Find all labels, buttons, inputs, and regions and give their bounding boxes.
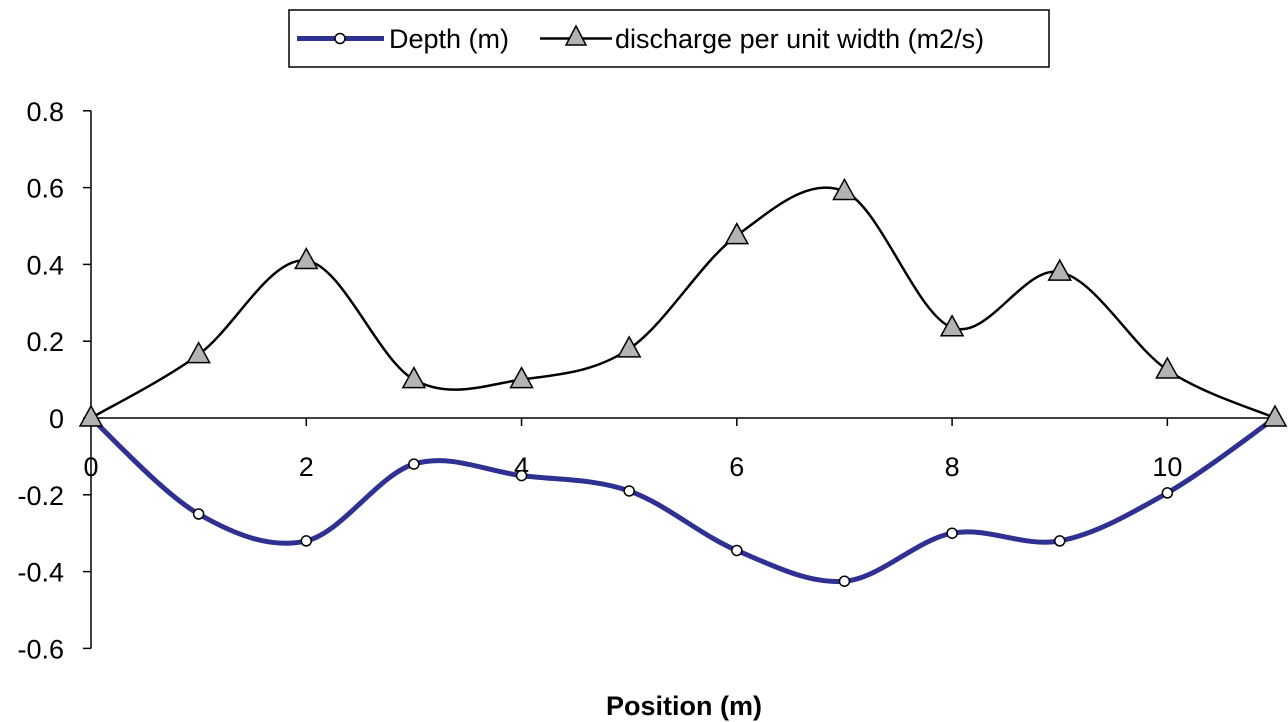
data-point xyxy=(515,469,528,482)
data-point xyxy=(623,485,635,497)
y-tick-label: -0.4 xyxy=(17,558,64,588)
legend-box xyxy=(288,9,1050,68)
x-tick-label: 8 xyxy=(945,452,960,482)
data-point xyxy=(731,544,743,557)
data-point xyxy=(616,335,642,358)
y-tick-label: -0.6 xyxy=(17,634,64,664)
x-axis-title: Position (m) xyxy=(606,691,762,721)
data-point xyxy=(1047,258,1072,281)
legend-depth-label: Depth (m) xyxy=(389,24,509,54)
data-point xyxy=(408,458,420,470)
y-tick-label: 0.8 xyxy=(26,97,64,127)
data-point xyxy=(192,508,205,520)
series-layer xyxy=(78,177,1288,587)
legend-depth-marker xyxy=(334,32,346,45)
data-point xyxy=(1155,356,1180,379)
data-point xyxy=(300,535,313,547)
series-discharge xyxy=(78,177,1288,427)
data-point xyxy=(1161,487,1174,499)
series-line xyxy=(88,415,1278,584)
x-tick-label: 6 xyxy=(729,452,744,482)
y-tick-label: 0.6 xyxy=(26,174,64,204)
legend: Depth (m) discharge per unit width (m2/s… xyxy=(288,9,1050,68)
data-point xyxy=(838,575,851,587)
data-point xyxy=(939,314,965,337)
data-point xyxy=(946,527,958,539)
legend-discharge-label: discharge per unit width (m2/s) xyxy=(615,24,984,54)
series-depth xyxy=(85,412,1281,587)
series-line xyxy=(89,186,1277,420)
data-point xyxy=(832,177,857,201)
y-tick-label: -0.2 xyxy=(17,481,64,511)
x-tick-label: 10 xyxy=(1152,452,1182,482)
x-tick-label: 0 xyxy=(83,452,98,482)
data-point xyxy=(1053,535,1066,547)
legend-discharge-marker xyxy=(564,24,588,46)
data-point xyxy=(78,404,104,427)
data-point xyxy=(509,366,534,389)
y-tick-label: 0 xyxy=(49,404,64,434)
x-tick-label: 2 xyxy=(299,452,314,482)
data-point xyxy=(724,222,750,245)
data-point xyxy=(294,247,319,270)
y-tick-label: 0.2 xyxy=(26,327,64,357)
data-point xyxy=(1262,404,1288,427)
data-point xyxy=(401,366,427,389)
data-point xyxy=(186,341,211,364)
y-tick-label: 0.4 xyxy=(26,250,64,280)
axes: 0.80.60.40.20-0.2-0.4-0.60 2 4 6 8 10 xyxy=(17,97,1275,664)
